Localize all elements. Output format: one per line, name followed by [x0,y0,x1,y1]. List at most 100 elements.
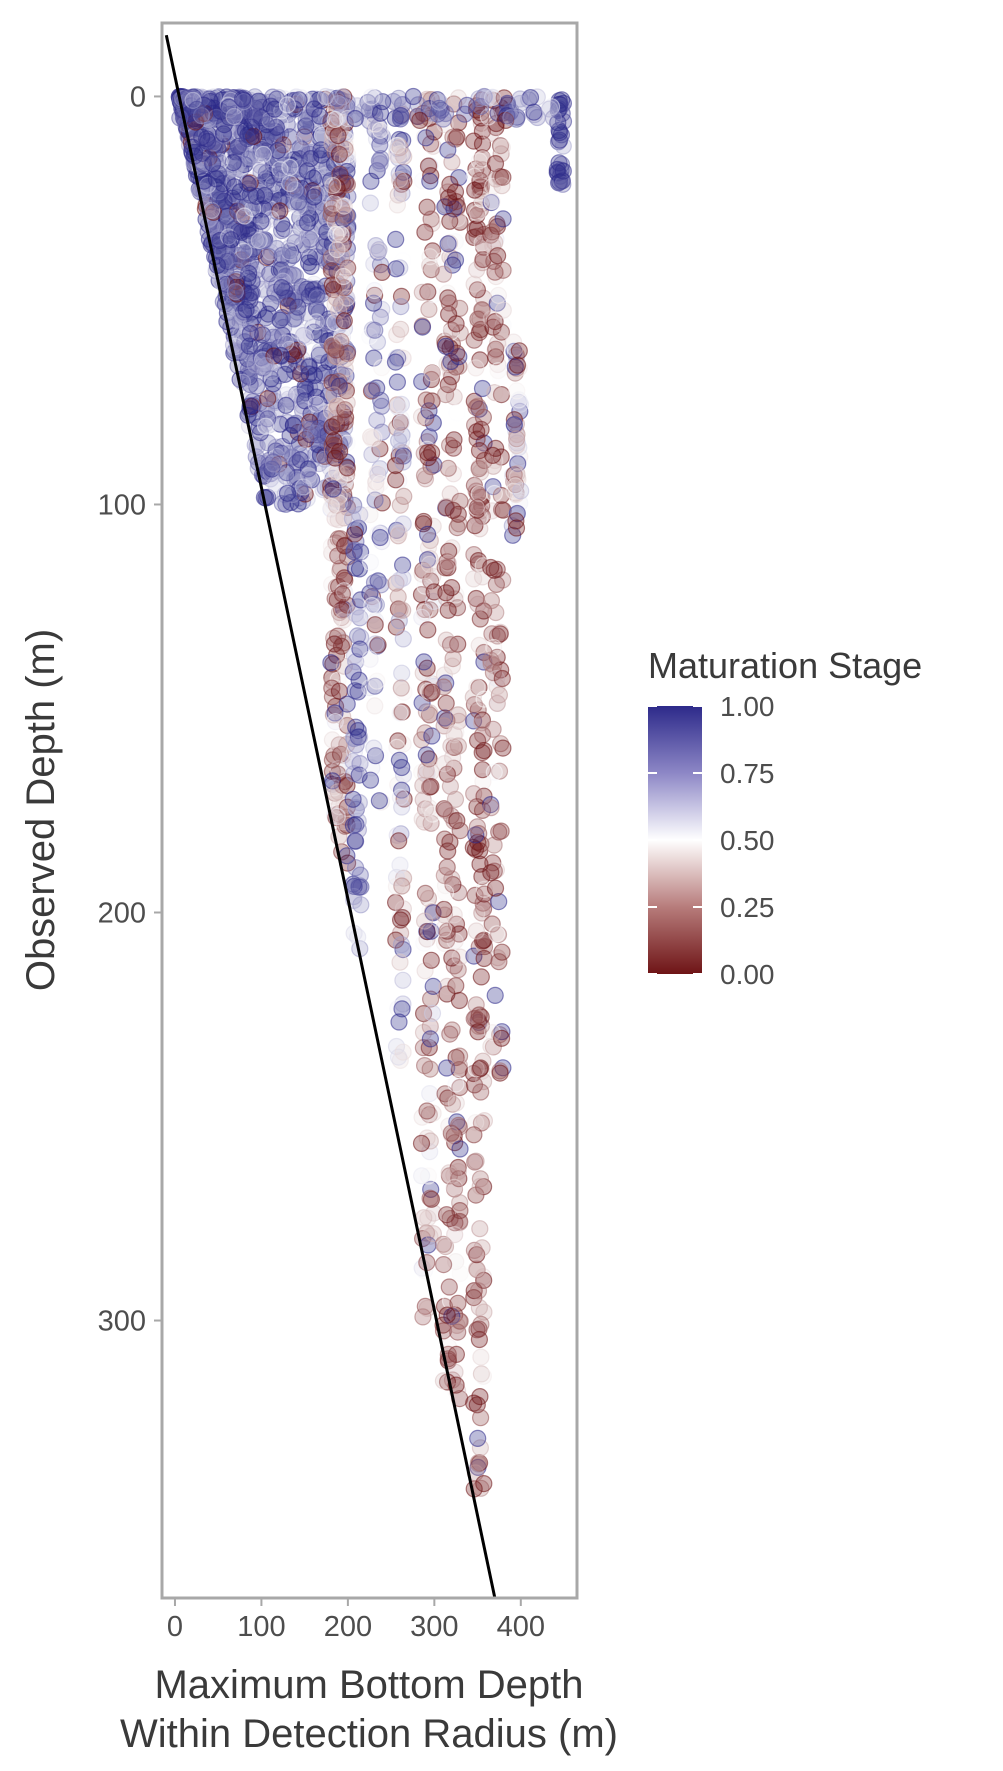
data-point [508,356,527,374]
data-point [487,340,505,358]
data-point [395,148,413,166]
data-point [447,1094,465,1112]
data-point [390,89,408,107]
data-point [386,353,405,371]
x-tick-label: 200 [324,1611,372,1643]
data-point [285,134,303,152]
data-point [437,499,455,517]
data-point [361,194,379,212]
data-point [422,951,440,969]
data-point [508,382,526,400]
data-point [388,196,406,214]
data-point [449,706,467,724]
data-point [494,261,512,279]
data-point [302,257,320,275]
data-point [434,265,453,283]
data-point [368,672,386,690]
data-point [297,420,315,439]
data-point [188,100,206,118]
data-point [366,635,385,653]
data-point [413,1167,431,1185]
data-point [394,453,412,471]
data-point [365,739,383,757]
data-point [473,1239,491,1257]
data-point [472,1083,490,1101]
data-point [485,763,503,781]
data-point [416,223,434,241]
data-point [472,1348,490,1366]
data-point [338,394,356,412]
data-point [525,103,543,121]
data-point [421,704,439,722]
data-point [393,798,411,816]
data-point [228,262,246,280]
data-point [487,603,505,622]
data-point [264,328,282,346]
data-point [489,286,507,304]
data-point [366,697,384,715]
data-point [421,172,439,190]
data-point [437,584,455,602]
data-point [493,669,511,688]
data-point [324,176,342,195]
data-point [371,121,389,139]
data-point [233,90,252,108]
data-point [505,416,523,434]
data-point [467,1152,485,1170]
data-point [347,736,365,754]
data-point [469,1023,487,1041]
data-point [438,1306,456,1324]
data-point [493,177,511,195]
data-point [226,178,244,196]
data-point [371,155,389,173]
data-point [229,246,247,265]
data-point [468,423,486,441]
data-point [468,1321,486,1339]
data-point [326,110,344,129]
data-point [333,585,351,603]
data-point [391,704,409,722]
data-point [269,142,287,160]
data-point [490,823,508,841]
data-point [371,136,389,154]
data-point [372,576,390,594]
data-point [435,920,453,938]
data-point [494,739,512,757]
data-point [435,900,453,919]
y-axis-title: Observed Depth (m) [19,629,63,991]
data-point [392,298,410,316]
data-point [350,878,368,896]
data-point [439,235,457,253]
data-point [238,130,256,148]
data-point [362,428,380,446]
data-point [511,94,529,113]
data-point [335,312,353,330]
data-point [392,911,410,929]
legend-label: 0.75 [720,758,775,789]
data-point [387,230,405,248]
data-point [483,192,501,210]
data-point [298,214,317,232]
data-point [508,468,527,486]
data-point [391,953,409,971]
data-point [489,362,507,380]
data-point [475,741,493,760]
data-point [448,518,466,537]
data-point [456,105,474,123]
data-point [390,571,409,589]
data-point [467,399,485,417]
data-point [440,189,458,207]
data-point [441,1025,459,1043]
data-point [392,108,410,126]
data-point [391,856,409,874]
data-point [241,325,259,343]
data-point [373,397,391,415]
data-point [439,554,457,572]
data-point [225,107,243,126]
data-point [483,223,501,241]
data-point [440,1278,458,1296]
data-point [507,512,525,530]
data-point [361,650,379,668]
data-point [471,165,489,183]
